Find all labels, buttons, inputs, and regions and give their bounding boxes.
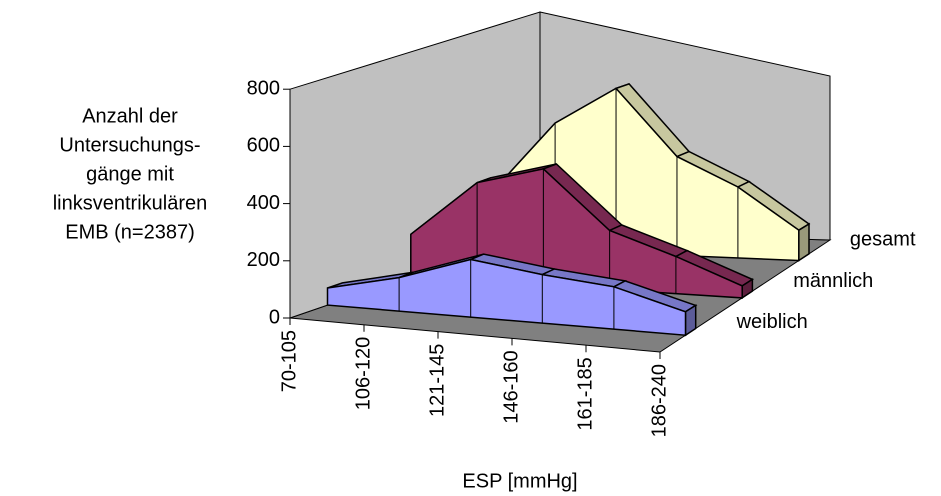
- y-tick-label: 600: [247, 135, 280, 157]
- x-axis-label: ESP [mmHg]: [462, 470, 577, 492]
- y-tick-label: 400: [247, 192, 280, 214]
- y-axis-label: Anzahl der: [82, 105, 178, 127]
- x-tick-label: 186-240: [648, 364, 670, 437]
- y-axis-label: Untersuchungs-: [59, 134, 200, 156]
- series-label: männlich: [793, 270, 873, 292]
- x-tick-label: 146-160: [500, 350, 522, 423]
- series-label: weiblich: [736, 311, 808, 333]
- x-tick-label: 121-145: [426, 344, 448, 417]
- y-axis-label: EMB (n=2387): [65, 221, 195, 243]
- y-tick-label: 800: [247, 77, 280, 99]
- y-axis-label: linksventrikulären: [53, 192, 208, 214]
- y-axis-label: gänge mit: [86, 163, 174, 185]
- x-tick-label: 161-185: [574, 357, 596, 430]
- y-tick-label: 200: [247, 249, 280, 271]
- ribbon-end: [798, 222, 810, 262]
- x-tick-label: 106-120: [352, 337, 374, 410]
- y-tick-label: 0: [269, 306, 280, 328]
- series-label: gesamt: [850, 228, 916, 250]
- x-tick-label: 70-105: [278, 330, 300, 392]
